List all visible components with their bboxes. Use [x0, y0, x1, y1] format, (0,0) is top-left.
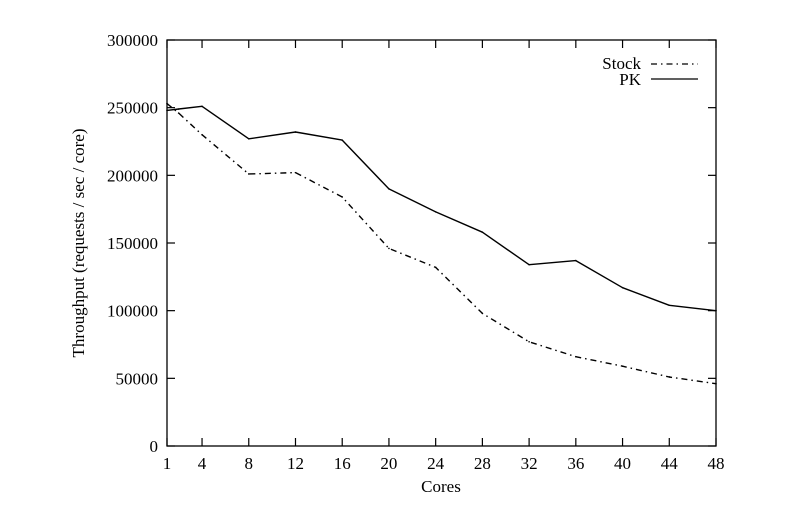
- data-point-stock: [201, 133, 203, 136]
- data-point-pk: [201, 105, 203, 108]
- data-point-pk: [247, 137, 250, 140]
- x-tick-label: 28: [474, 454, 491, 473]
- x-tick-label: 4: [198, 454, 207, 473]
- x-tick-label: 1: [163, 454, 172, 473]
- x-tick-label: 32: [521, 454, 538, 473]
- y-tick-label: 150000: [107, 234, 158, 253]
- x-tick-label: 44: [661, 454, 679, 473]
- data-point-pk: [294, 131, 297, 133]
- x-tick-label: 20: [380, 454, 397, 473]
- legend-label-pk: PK: [619, 70, 641, 89]
- data-point-stock: [388, 247, 390, 250]
- y-tick-label: 100000: [107, 302, 158, 321]
- x-tick-label: 36: [567, 454, 584, 473]
- data-point-stock: [481, 312, 484, 315]
- data-point-stock: [177, 112, 180, 114]
- x-tick-label: 8: [245, 454, 254, 473]
- data-point-stock: [528, 340, 530, 343]
- data-point-pk: [388, 188, 390, 190]
- x-tick-label: 48: [708, 454, 725, 473]
- series-line-pk: [166, 105, 717, 312]
- y-tick-label: 0: [150, 437, 159, 456]
- x-axis-label: Cores: [421, 477, 461, 496]
- y-tick-label: 50000: [116, 369, 159, 388]
- data-point-stock: [668, 376, 671, 378]
- legend-label-stock: Stock: [602, 54, 641, 73]
- data-point-pk: [668, 304, 671, 307]
- data-point-pk: [177, 108, 180, 110]
- y-tick-label: 200000: [107, 166, 158, 185]
- data-point-stock: [247, 173, 250, 175]
- plot-frame: [166, 39, 717, 447]
- data-point-pk: [621, 286, 624, 289]
- data-point-stock: [294, 171, 297, 174]
- data-point-pk: [528, 263, 530, 266]
- legend: Stock PK: [602, 54, 698, 89]
- series-layer: [166, 102, 717, 385]
- y-axis-label: Throughput (requests / sec / core): [69, 129, 88, 358]
- x-tick-label: 12: [287, 454, 304, 473]
- data-point-pk: [481, 231, 484, 233]
- data-point-stock: [621, 365, 624, 367]
- data-point-pk: [341, 139, 344, 141]
- series-line-stock: [166, 103, 717, 385]
- x-tick-label: 16: [334, 454, 351, 473]
- data-point-stock: [575, 355, 577, 358]
- y-tick-label: 300000: [107, 31, 158, 50]
- x-tick-label: 40: [614, 454, 631, 473]
- y-tick-label: 250000: [107, 99, 158, 118]
- data-point-pk: [575, 259, 577, 262]
- data-point-pk: [434, 211, 437, 213]
- x-tick-label: 24: [427, 454, 445, 473]
- data-point-stock: [434, 266, 437, 269]
- data-point-stock: [341, 196, 344, 198]
- ticks-layer: [166, 39, 717, 447]
